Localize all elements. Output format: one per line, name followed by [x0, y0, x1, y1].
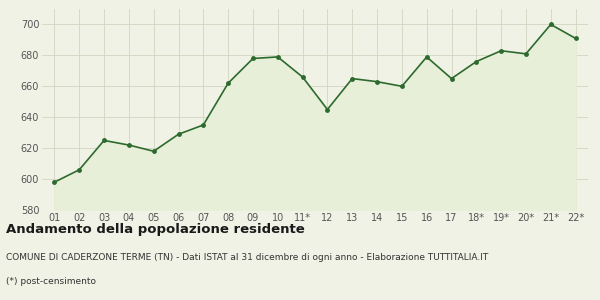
Text: COMUNE DI CADERZONE TERME (TN) - Dati ISTAT al 31 dicembre di ogni anno - Elabor: COMUNE DI CADERZONE TERME (TN) - Dati IS… — [6, 254, 488, 262]
Text: (*) post-censimento: (*) post-censimento — [6, 278, 96, 286]
Text: Andamento della popolazione residente: Andamento della popolazione residente — [6, 224, 305, 236]
